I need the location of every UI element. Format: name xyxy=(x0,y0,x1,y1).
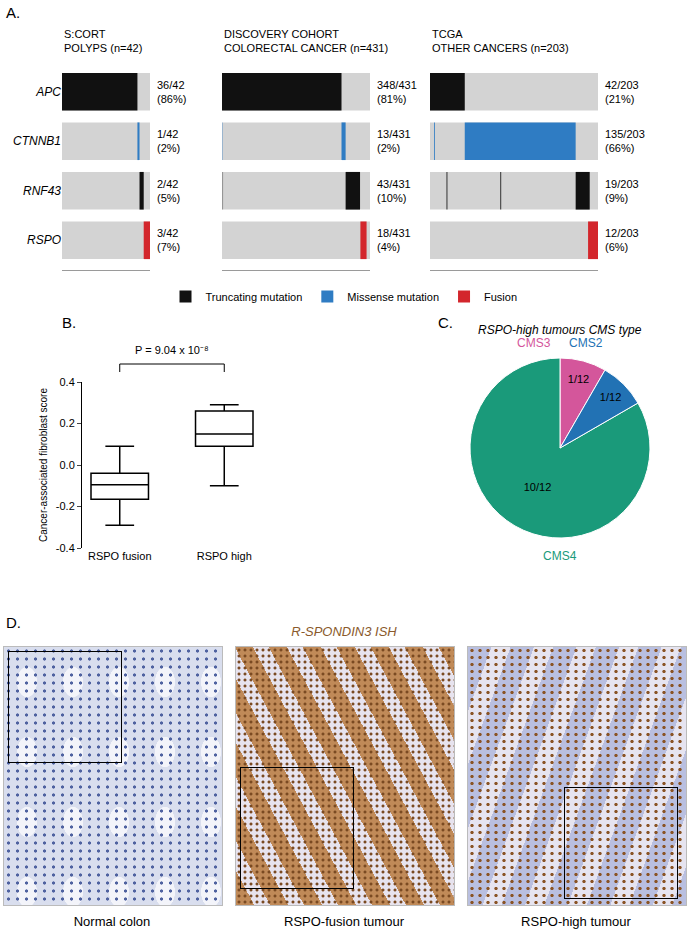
svg-text:APC: APC xyxy=(35,85,61,99)
svg-text:DISCOVERY COHORTCOLORECTAL CAN: DISCOVERY COHORTCOLORECTAL CANCER (n=431… xyxy=(224,28,388,54)
svg-text:19/203(9%): 19/203(9%) xyxy=(605,178,639,204)
svg-text:P = 9.04 x 10⁻⁸: P = 9.04 x 10⁻⁸ xyxy=(135,344,209,356)
svg-text:0.0: 0.0 xyxy=(60,459,75,471)
svg-text:-0.2: -0.2 xyxy=(56,500,75,512)
svg-text:RSPO fusion: RSPO fusion xyxy=(88,550,152,562)
svg-text:43/431(10%): 43/431(10%) xyxy=(377,178,411,204)
svg-text:10/12: 10/12 xyxy=(524,481,552,493)
svg-text:0.2: 0.2 xyxy=(60,417,75,429)
svg-text:TCGAOTHER CANCERS (n=203): TCGAOTHER CANCERS (n=203) xyxy=(432,28,569,54)
svg-text:0.4: 0.4 xyxy=(60,376,75,388)
svg-text:A.: A. xyxy=(6,4,20,21)
svg-text:RSPO high: RSPO high xyxy=(197,550,252,562)
svg-text:CMS4: CMS4 xyxy=(543,549,577,563)
svg-text:RSPO-high tumours CMS type: RSPO-high tumours CMS type xyxy=(478,323,642,337)
svg-text:Cancer-associated fibroblast s: Cancer-associated fibroblast score xyxy=(38,388,49,542)
html-text:Normal colon: Normal colon xyxy=(73,914,151,929)
html-text:RSPO-high tumour: RSPO-high tumour xyxy=(521,914,631,929)
svg-text:1/12: 1/12 xyxy=(600,391,621,403)
svg-text:B.: B. xyxy=(62,314,76,331)
svg-text:36/42(86%): 36/42(86%) xyxy=(157,79,186,105)
svg-text:1/42(2%): 1/42(2%) xyxy=(157,128,180,154)
svg-text:12/203(6%): 12/203(6%) xyxy=(605,227,639,253)
html-text:RSPO-fusion tumour: RSPO-fusion tumour xyxy=(284,914,404,929)
svg-text:18/431(4%): 18/431(4%) xyxy=(377,227,411,253)
svg-text:RSPO: RSPO xyxy=(27,233,61,247)
svg-text:C.: C. xyxy=(438,314,453,331)
svg-text:CMS3: CMS3 xyxy=(517,336,551,350)
svg-text:CTNNB1: CTNNB1 xyxy=(13,134,61,148)
svg-text:3/42(7%): 3/42(7%) xyxy=(157,227,180,253)
svg-text:135/203(66%): 135/203(66%) xyxy=(605,128,645,154)
svg-text:RNF43: RNF43 xyxy=(23,184,61,198)
html-text:R-SPONDIN3 ISH: R-SPONDIN3 ISH xyxy=(291,624,397,639)
svg-text:-0.4: -0.4 xyxy=(56,542,75,554)
svg-text:Missense mutation: Missense mutation xyxy=(347,291,439,303)
svg-text:2/42(5%): 2/42(5%) xyxy=(157,178,180,204)
svg-text:CMS2: CMS2 xyxy=(569,336,603,350)
svg-text:1/12: 1/12 xyxy=(568,373,589,385)
html-text:D.: D. xyxy=(6,614,21,631)
svg-text:S:CORTPOLYPS (n=42): S:CORTPOLYPS (n=42) xyxy=(64,28,142,54)
svg-text:42/203(21%): 42/203(21%) xyxy=(605,79,639,105)
svg-text:348/431(81%): 348/431(81%) xyxy=(377,79,417,105)
svg-text:13/431(2%): 13/431(2%) xyxy=(377,128,411,154)
svg-text:Truncating mutation: Truncating mutation xyxy=(206,291,303,303)
svg-text:Fusion: Fusion xyxy=(484,291,517,303)
